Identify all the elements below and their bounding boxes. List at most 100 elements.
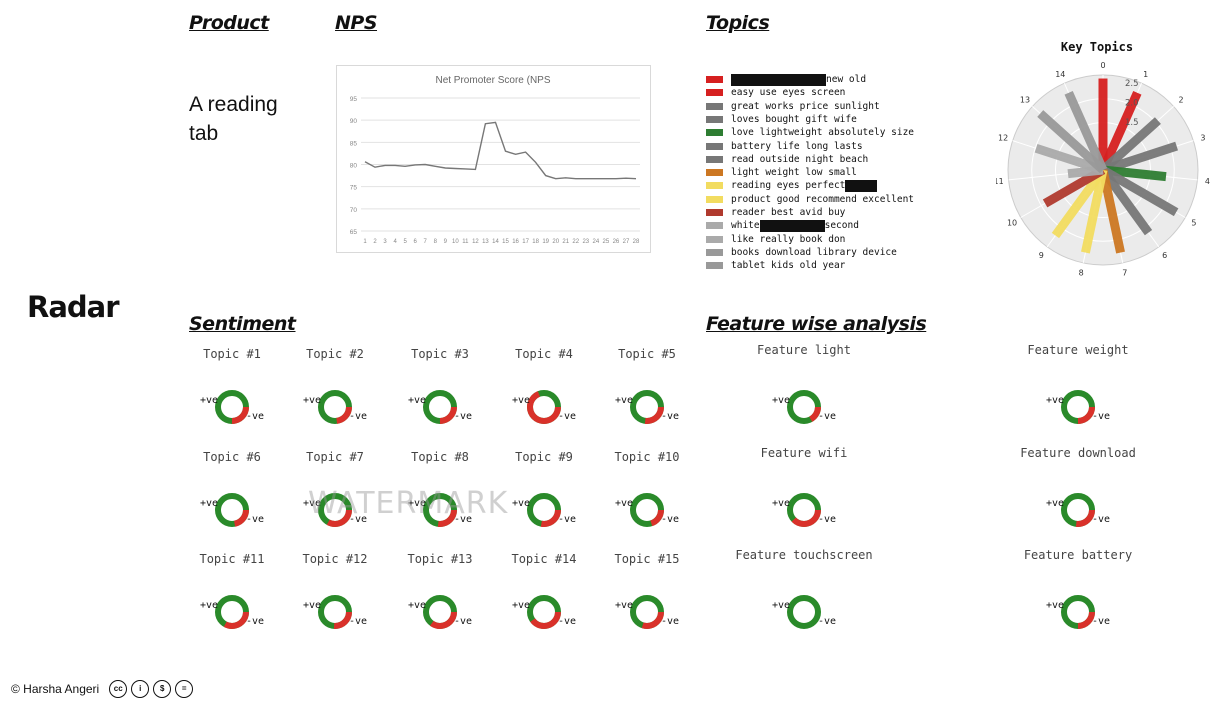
- legend-swatch: [706, 129, 723, 137]
- sentiment-donut: +ve -ve: [303, 390, 367, 424]
- donut-negative-label: -ve: [246, 514, 264, 525]
- legend-item: love lightweight absolutely size: [706, 126, 914, 139]
- radar-axis-label: 13: [1020, 96, 1030, 105]
- donut-positive-label: +ve: [772, 395, 790, 406]
- donut-negative-label: -ve: [558, 411, 576, 422]
- radar-axis-label: 0: [1100, 61, 1105, 70]
- donut-title: Feature weight: [1027, 343, 1129, 357]
- legend-item: reading eyes perfect: [706, 179, 878, 192]
- donut-negative-arc: [787, 493, 821, 527]
- nps-xtick: 1: [363, 239, 367, 245]
- donut-negative-label: -ve: [818, 514, 836, 525]
- nps-xtick: 8: [434, 239, 438, 245]
- legend-swatch: [706, 169, 723, 177]
- nps-xtick: 27: [623, 239, 630, 245]
- nps-ytick: 65: [350, 229, 358, 236]
- radar-bar: [1051, 167, 1107, 239]
- sentiment-header: Sentiment: [189, 313, 296, 335]
- donut-positive-label: +ve: [200, 600, 218, 611]
- donut-positive-label: +ve: [615, 498, 633, 509]
- nps-xtick: 23: [582, 239, 589, 245]
- legend-label: great works price sunlight: [731, 100, 880, 112]
- nps-xtick: 6: [414, 239, 418, 245]
- legend-label: product good recommend excellent: [731, 193, 915, 205]
- donut-negative-label: -ve: [349, 616, 367, 627]
- radar-radial-tick: 2.5: [1125, 79, 1139, 89]
- radar-axis-label: 4: [1205, 177, 1210, 186]
- legend-swatch: [706, 195, 723, 203]
- donut-title: Topic #13: [407, 552, 473, 566]
- nps-ytick: 90: [350, 118, 358, 125]
- donut-negative-arc: [215, 493, 249, 527]
- nps-xtick: 10: [452, 239, 459, 245]
- radar-axis-label: 12: [998, 134, 1008, 143]
- legend-swatch: [706, 76, 723, 83]
- donut-negative-label: -ve: [661, 411, 679, 422]
- donut-title: Topic #9: [515, 450, 573, 464]
- donut-title: Feature download: [1020, 446, 1136, 460]
- legend-swatch: [706, 115, 723, 123]
- donut-title: Topic #7: [306, 450, 364, 464]
- watermark: WATERMARK: [308, 486, 509, 521]
- donut-negative-arc: [630, 390, 664, 424]
- nd-icon: =: [175, 680, 194, 698]
- legend-label: white: [731, 220, 760, 232]
- donut-negative-arc: [630, 595, 664, 629]
- donut-title: Topic #14: [511, 552, 577, 566]
- legend-label: new old: [826, 74, 867, 85]
- donut-negative-arc: [1061, 390, 1095, 424]
- donut-negative-label: -ve: [1092, 411, 1110, 422]
- sentiment-donut: +ve -ve: [200, 595, 264, 629]
- donut-positive-label: +ve: [408, 395, 426, 406]
- radar-axis-label: 11: [996, 177, 1004, 186]
- nps-xtick: 3: [383, 239, 387, 245]
- copyright-text: © Harsha Angeri: [11, 682, 100, 696]
- sentiment-donut: +ve -ve: [772, 390, 836, 424]
- donut-negative-label: -ve: [454, 514, 472, 525]
- donut-positive-label: +ve: [615, 395, 633, 406]
- topics-header: Topics: [706, 12, 770, 34]
- donut-positive-label: +ve: [615, 600, 633, 611]
- legend-item: like really book don: [706, 233, 845, 246]
- legend-swatch: [706, 89, 723, 97]
- sentiment-donut: +ve -ve: [1046, 493, 1110, 527]
- legend-label: tablet kids old year: [731, 260, 846, 272]
- redaction-bar: [845, 179, 878, 192]
- radar-bar: [1034, 143, 1105, 175]
- nps-header: NPS: [335, 12, 378, 34]
- sentiment-donut: +ve -ve: [772, 493, 836, 527]
- radar-axis-label: 10: [1007, 219, 1017, 228]
- legend-swatch: [706, 182, 723, 190]
- radar-axis-label: 5: [1191, 219, 1196, 228]
- donut-title: Feature wifi: [760, 446, 848, 460]
- donut-positive-label: +ve: [512, 600, 530, 611]
- donut-negative-arc: [527, 390, 561, 424]
- radar-bar: [1098, 169, 1125, 254]
- radar-axis-label: 14: [1055, 70, 1065, 79]
- donut-negative-arc: [1061, 595, 1095, 629]
- radar-axis-label: 3: [1200, 134, 1205, 143]
- radar-axis-label: 9: [1039, 251, 1044, 260]
- donut-positive-label: +ve: [200, 498, 218, 509]
- legend-label: reader best avid buy: [731, 207, 846, 218]
- donut-positive-arc: [787, 595, 821, 629]
- radar-axis-label: 7: [1122, 269, 1127, 278]
- donut-negative-arc: [1061, 493, 1095, 527]
- donut-negative-label: -ve: [818, 616, 836, 627]
- nps-xtick: 19: [542, 239, 549, 245]
- nps-xtick: 18: [532, 239, 539, 245]
- legend-label: like really book don: [731, 233, 846, 245]
- legend-label: read outside night beach: [731, 153, 869, 165]
- sentiment-donut: +ve -ve: [512, 390, 576, 424]
- radar-header: Radar: [27, 290, 120, 324]
- donut-negative-label: -ve: [558, 616, 576, 627]
- nps-title: Net Promoter Score (NPS: [435, 75, 550, 86]
- redaction-bar: [731, 73, 826, 86]
- legend-item: battery life long lasts: [706, 140, 863, 153]
- by-icon: i: [131, 680, 150, 698]
- legend-item: easy use eyes screen: [706, 86, 845, 99]
- legend-label: loves bought gift wife: [731, 113, 857, 125]
- donut-negative-arc: [318, 390, 352, 424]
- donut-title: Topic #4: [515, 347, 573, 361]
- sentiment-donut: +ve -ve: [200, 390, 264, 424]
